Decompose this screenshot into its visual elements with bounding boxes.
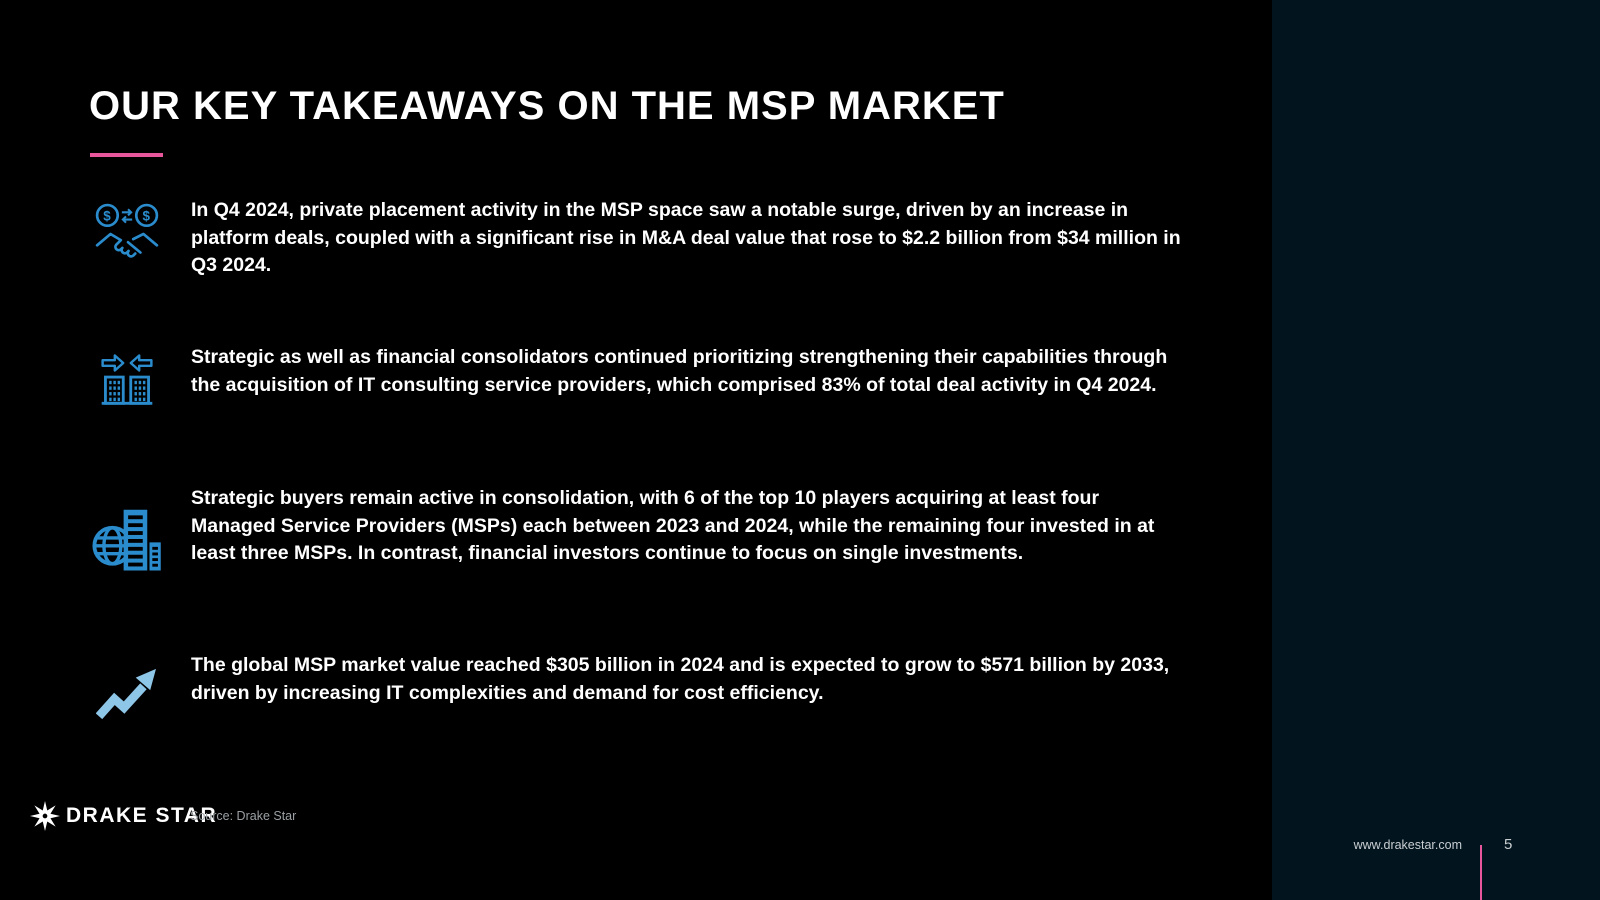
title-underline bbox=[90, 153, 163, 157]
merging-buildings-icon bbox=[101, 354, 153, 405]
svg-text:$: $ bbox=[103, 209, 111, 224]
takeaway-item: Strategic buyers remain active in consol… bbox=[89, 485, 1181, 575]
right-panel bbox=[1272, 0, 1600, 900]
takeaway-item: The global MSP market value reached $305… bbox=[89, 652, 1181, 724]
takeaway-item: Strategic as well as financial consolida… bbox=[89, 344, 1181, 409]
takeaway-item: $ $ In Q4 2024, private placement activi… bbox=[89, 197, 1181, 280]
drake-star-logo: DRAKE STAR bbox=[30, 801, 217, 831]
takeaway-icon-box bbox=[89, 503, 165, 575]
takeaway-text: The global MSP market value reached $305… bbox=[191, 654, 1170, 704]
footer-website: www.drakestar.com bbox=[1353, 838, 1462, 852]
svg-text:$: $ bbox=[142, 209, 150, 224]
page-title: OUR KEY TAKEAWAYS ON THE MSP MARKET bbox=[89, 84, 1005, 128]
takeaway-text: In Q4 2024, private placement activity i… bbox=[191, 199, 1181, 276]
footer-divider bbox=[1480, 845, 1482, 900]
coins-handshake-icon: $ $ bbox=[95, 203, 159, 258]
source-note: Source: Drake Star bbox=[190, 809, 297, 823]
takeaway-icon-box bbox=[89, 347, 165, 409]
drake-star-logo-icon bbox=[30, 801, 60, 831]
growth-arrow-icon bbox=[96, 668, 156, 720]
globe-building-icon bbox=[92, 509, 161, 571]
page-number: 5 bbox=[1504, 836, 1513, 853]
drake-star-logo-text: DRAKE STAR bbox=[66, 804, 218, 827]
takeaway-text: Strategic buyers remain active in consol… bbox=[191, 487, 1155, 564]
takeaway-icon-box bbox=[89, 666, 165, 724]
takeaway-text: Strategic as well as financial consolida… bbox=[191, 346, 1168, 396]
takeaway-icon-box: $ $ bbox=[89, 202, 165, 268]
